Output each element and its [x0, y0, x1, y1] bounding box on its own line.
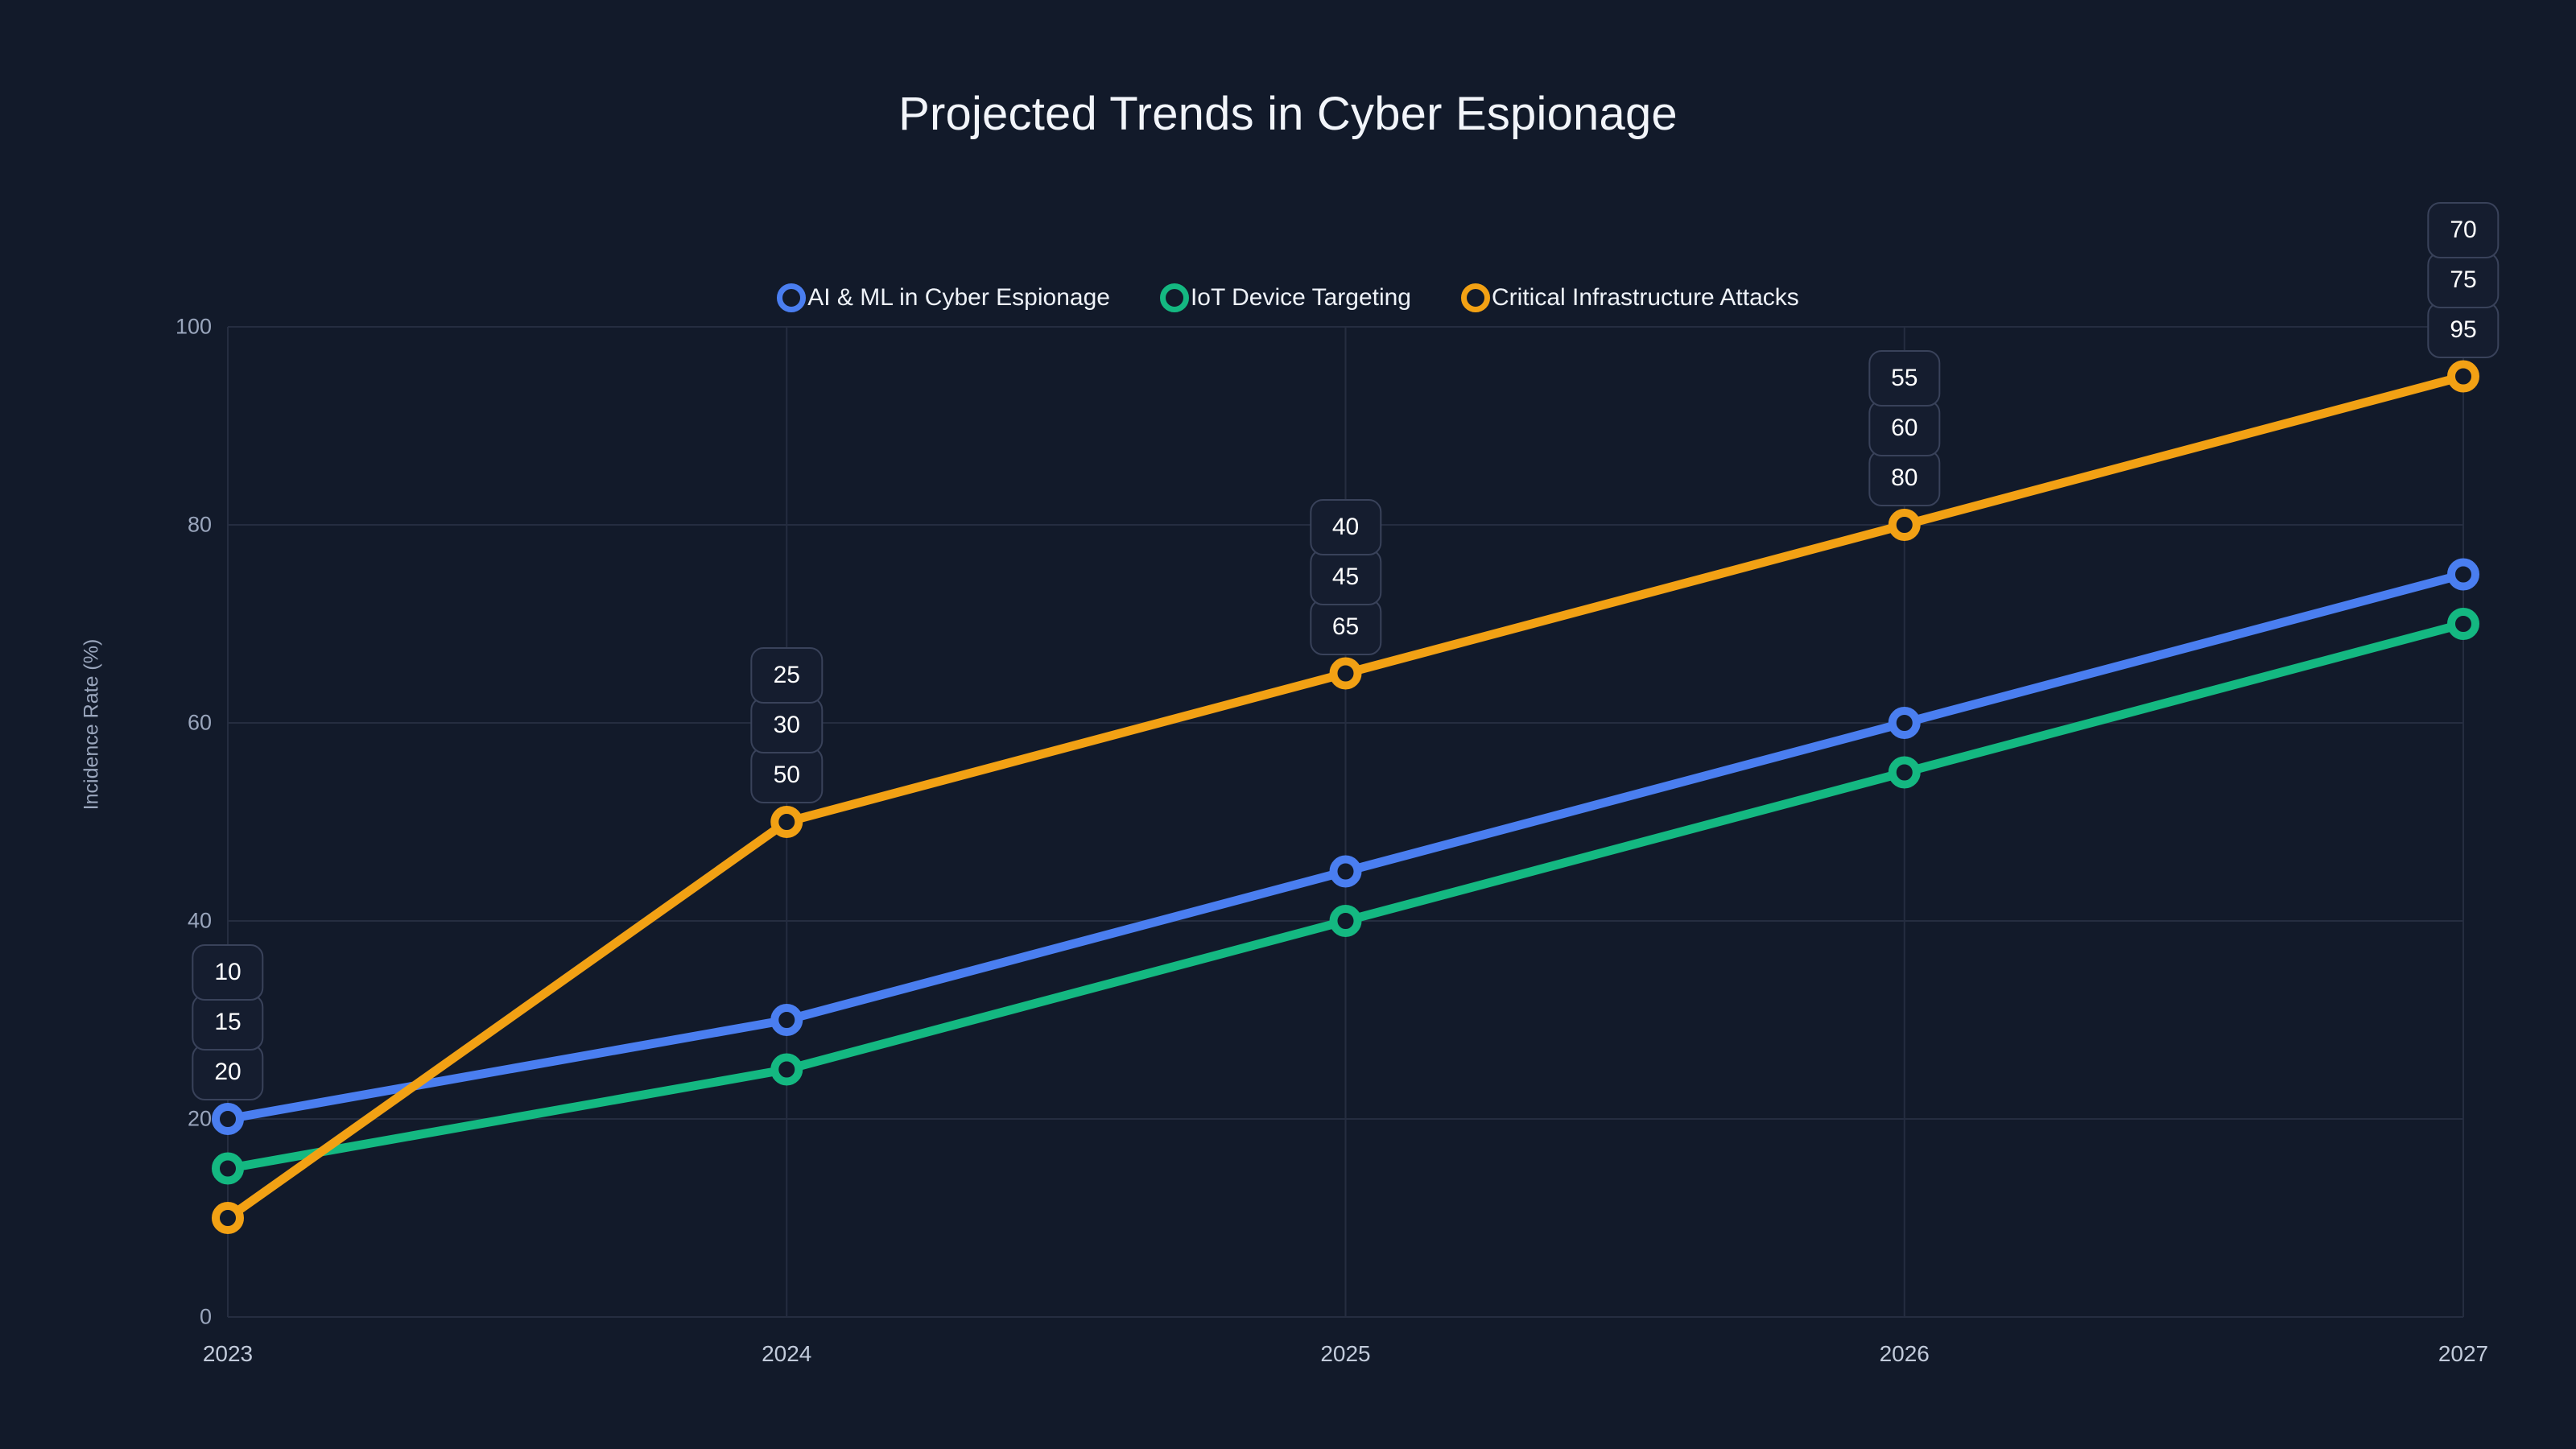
x-axis-tick-label: 2027 — [2438, 1341, 2489, 1366]
data-point-value-badge: 15 — [192, 994, 264, 1051]
data-point-value-badge: 10 — [192, 944, 264, 1001]
legend-item-ai-ml[interactable]: AI & ML in Cyber Espionage — [777, 283, 1110, 312]
circle-outline-icon — [777, 283, 807, 312]
legend-item-label: AI & ML in Cyber Espionage — [807, 284, 1110, 311]
data-point-marker[interactable] — [212, 1152, 244, 1185]
data-point-value-badge: 80 — [1868, 450, 1941, 506]
legend-item-label: Critical Infrastructure Attacks — [1492, 284, 1799, 311]
x-axis-tick-label: 2024 — [762, 1341, 812, 1366]
legend-item-critical-infrastructure[interactable]: Critical Infrastructure Attacks — [1461, 283, 1799, 312]
circle-outline-icon — [1461, 283, 1490, 312]
data-point-marker[interactable] — [2447, 558, 2479, 591]
y-axis-tick-label: 0 — [199, 1304, 212, 1329]
y-axis-tick-label: 100 — [175, 314, 212, 339]
y-axis-tick-label: 60 — [187, 710, 212, 735]
x-axis-tick-label: 2023 — [202, 1341, 254, 1366]
x-axis-tick-label: 2025 — [1320, 1341, 1371, 1366]
data-point-value-badge: 95 — [2427, 301, 2500, 358]
data-point-value-badge: 70 — [2427, 201, 2500, 258]
data-point-value-badge: 40 — [1309, 498, 1382, 555]
data-point-value-badge: 60 — [1868, 400, 1941, 456]
x-axis-tick-label: 2026 — [1879, 1341, 1930, 1366]
data-point-marker[interactable] — [2447, 608, 2479, 640]
data-point-marker[interactable] — [770, 1004, 803, 1036]
data-point-marker[interactable] — [1888, 509, 1921, 541]
data-point-value-badge: 20 — [192, 1044, 264, 1100]
y-axis-tick-label: 80 — [187, 512, 212, 537]
circle-outline-icon — [1159, 283, 1189, 312]
data-point-marker[interactable] — [212, 1202, 244, 1234]
legend-item-label: IoT Device Targeting — [1190, 284, 1411, 311]
chart-legend: AI & ML in Cyber Espionage IoT Device Ta… — [0, 283, 2576, 312]
data-point-marker[interactable] — [770, 806, 803, 838]
data-point-marker[interactable] — [212, 1103, 244, 1135]
y-axis-tick-label: 40 — [187, 908, 212, 933]
data-point-value-badge: 55 — [1868, 350, 1941, 407]
data-point-marker[interactable] — [1329, 657, 1362, 690]
data-point-marker[interactable] — [1329, 855, 1362, 888]
data-point-marker[interactable] — [1888, 707, 1921, 739]
y-axis-tick-label: 20 — [187, 1106, 212, 1131]
data-point-value-badge: 65 — [1309, 598, 1382, 655]
data-point-value-badge: 25 — [750, 647, 823, 704]
data-point-marker[interactable] — [1888, 756, 1921, 789]
data-point-marker[interactable] — [2447, 360, 2479, 393]
data-point-marker[interactable] — [770, 1053, 803, 1086]
data-point-marker[interactable] — [1329, 905, 1362, 937]
data-point-value-badge: 50 — [750, 747, 823, 803]
page-title: Projected Trends in Cyber Espionage — [898, 88, 1678, 140]
data-point-value-badge: 30 — [750, 697, 823, 753]
data-point-value-badge: 75 — [2427, 251, 2500, 308]
data-point-value-badge: 45 — [1309, 548, 1382, 605]
legend-item-iot[interactable]: IoT Device Targeting — [1159, 283, 1411, 312]
